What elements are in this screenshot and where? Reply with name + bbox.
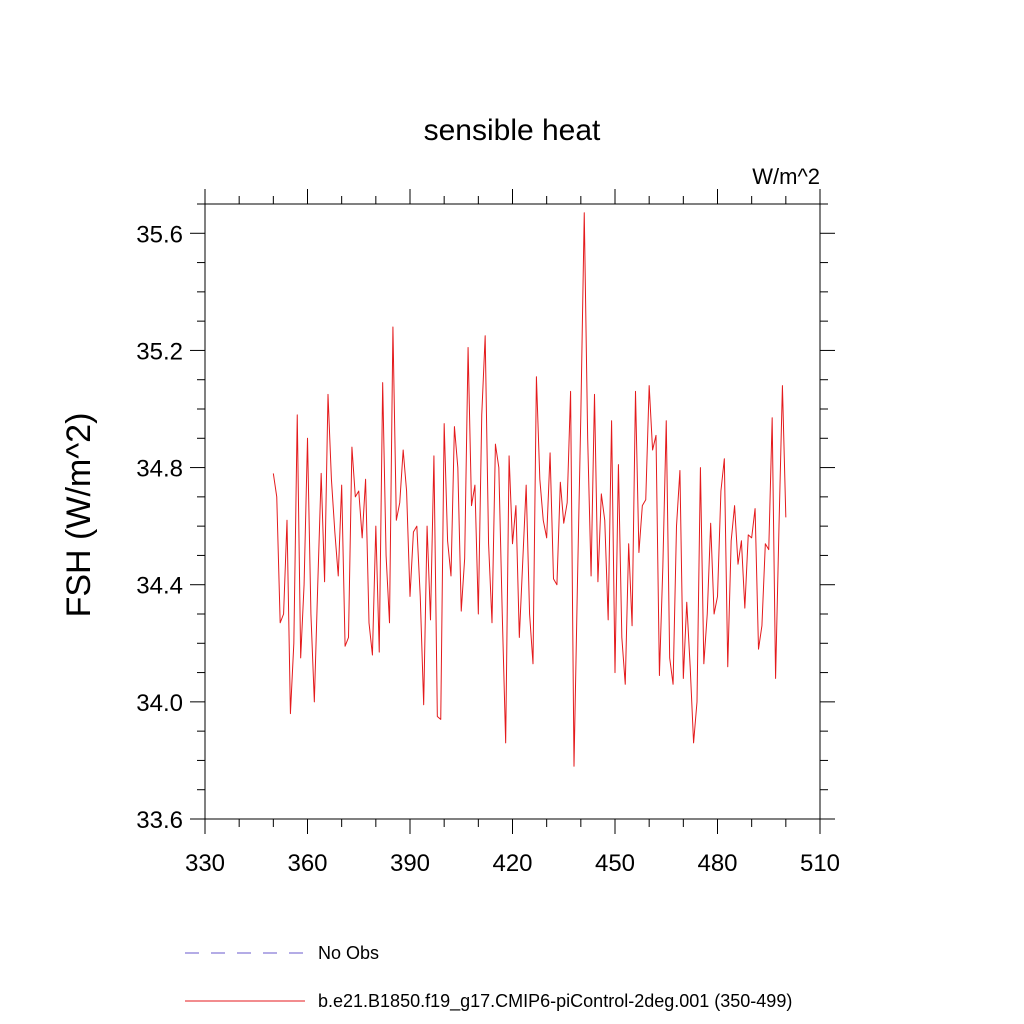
x-tick-label: 480 bbox=[697, 850, 737, 877]
legend: No Obs b.e21.B1850.f19_g17.CMIP6-piContr… bbox=[185, 943, 792, 1012]
x-tick-label: 360 bbox=[287, 850, 327, 877]
units-label: W/m^2 bbox=[752, 164, 820, 189]
chart-title: sensible heat bbox=[424, 114, 601, 147]
series-group bbox=[272, 212, 787, 767]
x-tick-label: 330 bbox=[185, 850, 225, 877]
y-tick-label: 34.4 bbox=[136, 573, 183, 600]
y-tick-label: 33.6 bbox=[136, 807, 183, 834]
axis-tick-labels: 330 360 390 420 450 480 510 33.6 34.0 34.4 34.8 35.… bbox=[136, 221, 840, 877]
x-tick-label: 390 bbox=[390, 850, 430, 877]
y-tick-label: 34.0 bbox=[136, 690, 183, 717]
legend-label-no-obs: No Obs bbox=[318, 943, 379, 963]
y-tick-label: 34.8 bbox=[136, 456, 183, 483]
x-tick-label: 450 bbox=[595, 850, 635, 877]
y-tick-label: 35.6 bbox=[136, 221, 183, 248]
x-tick-label: 510 bbox=[800, 850, 840, 877]
legend-label-model: b.e21.B1850.f19_g17.CMIP6-piControl-2deg… bbox=[318, 991, 792, 1012]
axis-ticks bbox=[190, 189, 835, 834]
plot-frame bbox=[204, 203, 821, 820]
y-tick-label: 35.2 bbox=[136, 338, 183, 365]
series-line bbox=[272, 212, 787, 767]
y-axis-label: FSH (W/m^2) bbox=[60, 413, 98, 618]
x-tick-label: 420 bbox=[492, 850, 532, 877]
